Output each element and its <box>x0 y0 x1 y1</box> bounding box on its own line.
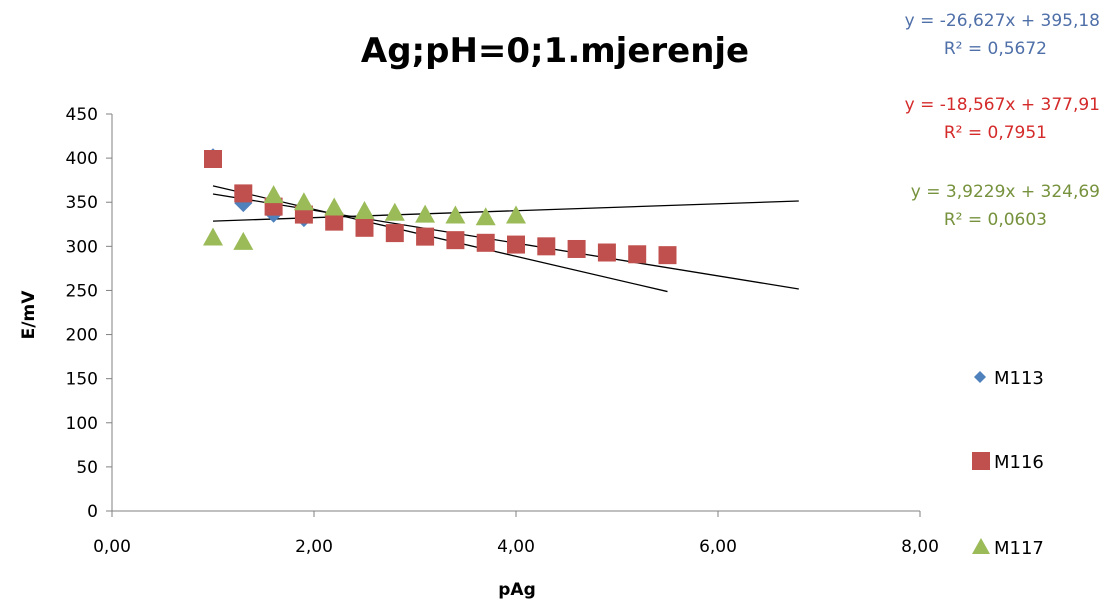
m116-point <box>597 243 616 262</box>
y-tick-label: 450 <box>66 105 98 125</box>
m117-point <box>324 197 345 216</box>
y-tick-label: 100 <box>66 414 98 434</box>
m116-point <box>446 231 465 250</box>
trendline-r-squared: R² = 0,7951 <box>944 123 1047 143</box>
m117-point <box>384 202 405 221</box>
m117-point <box>475 207 496 226</box>
legend: M113 M116 M117 <box>972 368 1044 559</box>
legend-label-m116: M116 <box>994 452 1044 473</box>
y-tick-label: 300 <box>66 237 98 257</box>
m117-point <box>203 227 223 246</box>
m117-point <box>293 192 314 211</box>
legend-label-m113: M113 <box>994 368 1044 389</box>
y-tick-label: 200 <box>66 326 98 346</box>
trendline-equation: y = -18,567x + 377,91 <box>905 95 1100 115</box>
y-tick-label: 0 <box>87 502 98 522</box>
m116-point <box>416 227 435 246</box>
m116-point <box>234 184 253 203</box>
m116-point <box>325 212 344 231</box>
x-axis-title: pAg <box>498 580 536 600</box>
legend-label-m117: M117 <box>994 538 1044 559</box>
y-tick-label: 250 <box>66 281 98 301</box>
trendline-r-squared: R² = 0,5672 <box>944 39 1047 59</box>
trendline-r-squared: R² = 0,0603 <box>944 210 1047 230</box>
x-tick-label: 6,00 <box>699 537 737 557</box>
m116-point <box>567 239 586 258</box>
trendline-equation: y = -26,627x + 395,18 <box>905 11 1100 31</box>
legend-marker-m117 <box>972 538 990 554</box>
m117-point <box>354 201 375 220</box>
legend-marker-m113 <box>974 371 986 383</box>
m116-point <box>385 224 404 243</box>
trendline-equation: y = 3,9229x + 324,69 <box>911 182 1100 202</box>
data-points <box>203 148 677 265</box>
m116-point <box>537 237 556 256</box>
axes: 0 50 100 150 200 250 300 350 400 450 0,00 2,00 4,00 6… <box>66 105 939 557</box>
m117-point <box>263 185 284 204</box>
m116-point <box>476 233 495 252</box>
m117-point <box>445 205 466 224</box>
m116-point <box>355 218 374 237</box>
x-tick-label: 4,00 <box>497 537 535 557</box>
x-tick-label: 8,00 <box>901 537 939 557</box>
y-tick-label: 50 <box>76 458 98 478</box>
x-tick-label: 0,00 <box>93 537 131 557</box>
m116-point <box>658 246 677 265</box>
chart-title: Ag;pH=0;1.mjerenje <box>361 31 749 71</box>
legend-marker-m116 <box>972 452 990 470</box>
m116-point <box>628 245 647 264</box>
y-axis-title: E/mV <box>19 290 39 340</box>
m117-point <box>506 205 526 224</box>
y-tick-label: 350 <box>66 193 98 213</box>
m116-point <box>204 149 222 168</box>
m117-point <box>415 204 436 223</box>
x-tick-label: 2,00 <box>295 537 333 557</box>
trendline-equations: y = -26,627x + 395,18 R² = 0,5672 y = -18,… <box>905 11 1100 230</box>
m116-point <box>507 235 525 254</box>
trendline-m113 <box>212 185 668 293</box>
m117-point <box>233 231 254 250</box>
y-tick-label: 150 <box>66 370 98 390</box>
y-tick-label: 400 <box>66 149 98 169</box>
